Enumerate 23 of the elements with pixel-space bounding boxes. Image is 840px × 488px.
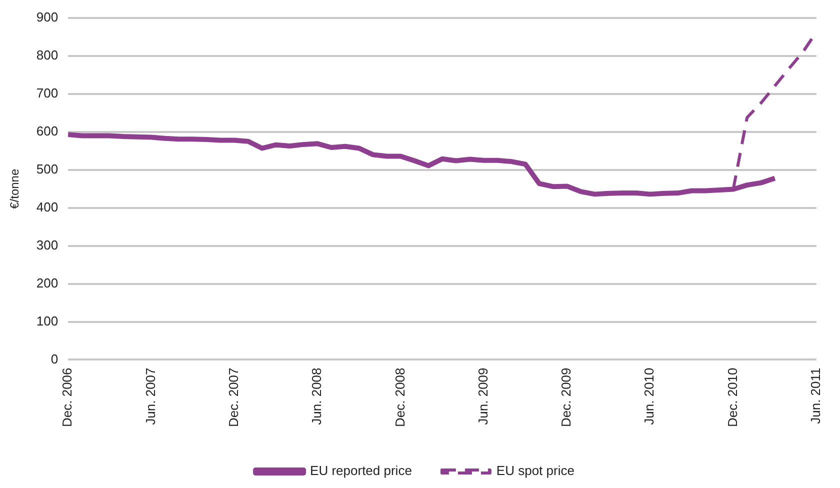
x-tick-label: Jun. 2010 — [642, 368, 657, 425]
y-tick-label: 400 — [36, 199, 58, 214]
legend-label: EU spot price — [496, 463, 574, 478]
y-axis-title: €/tonne — [8, 168, 22, 209]
legend-label: EU reported price — [310, 463, 412, 478]
x-tick-label: Jun. 2007 — [142, 368, 158, 425]
x-tick-label: Dec. 2006 — [60, 368, 75, 428]
y-tick-label: 200 — [36, 275, 58, 290]
x-tick-label: Jun. 2008 — [309, 368, 324, 425]
y-tick-label: 900 — [36, 10, 58, 25]
y-tick-label: 500 — [36, 161, 58, 176]
y-tick-label: 700 — [36, 86, 58, 101]
y-tick-label: 600 — [36, 123, 58, 138]
x-tick-label: Dec. 2008 — [392, 368, 408, 428]
x-tick-label: Dec. 2010 — [724, 368, 740, 428]
y-tick-label: 800 — [36, 48, 58, 63]
y-tick-label: 0 — [50, 351, 58, 366]
x-tick-label: Dec. 2007 — [226, 368, 241, 428]
x-tick-label: Dec. 2009 — [558, 368, 574, 428]
x-tick-label: Jun. 2009 — [475, 368, 490, 425]
y-tick-label: 300 — [36, 237, 58, 252]
x-tick-label: Jun. 2011 — [808, 368, 823, 424]
y-tick-label: 100 — [36, 313, 58, 328]
